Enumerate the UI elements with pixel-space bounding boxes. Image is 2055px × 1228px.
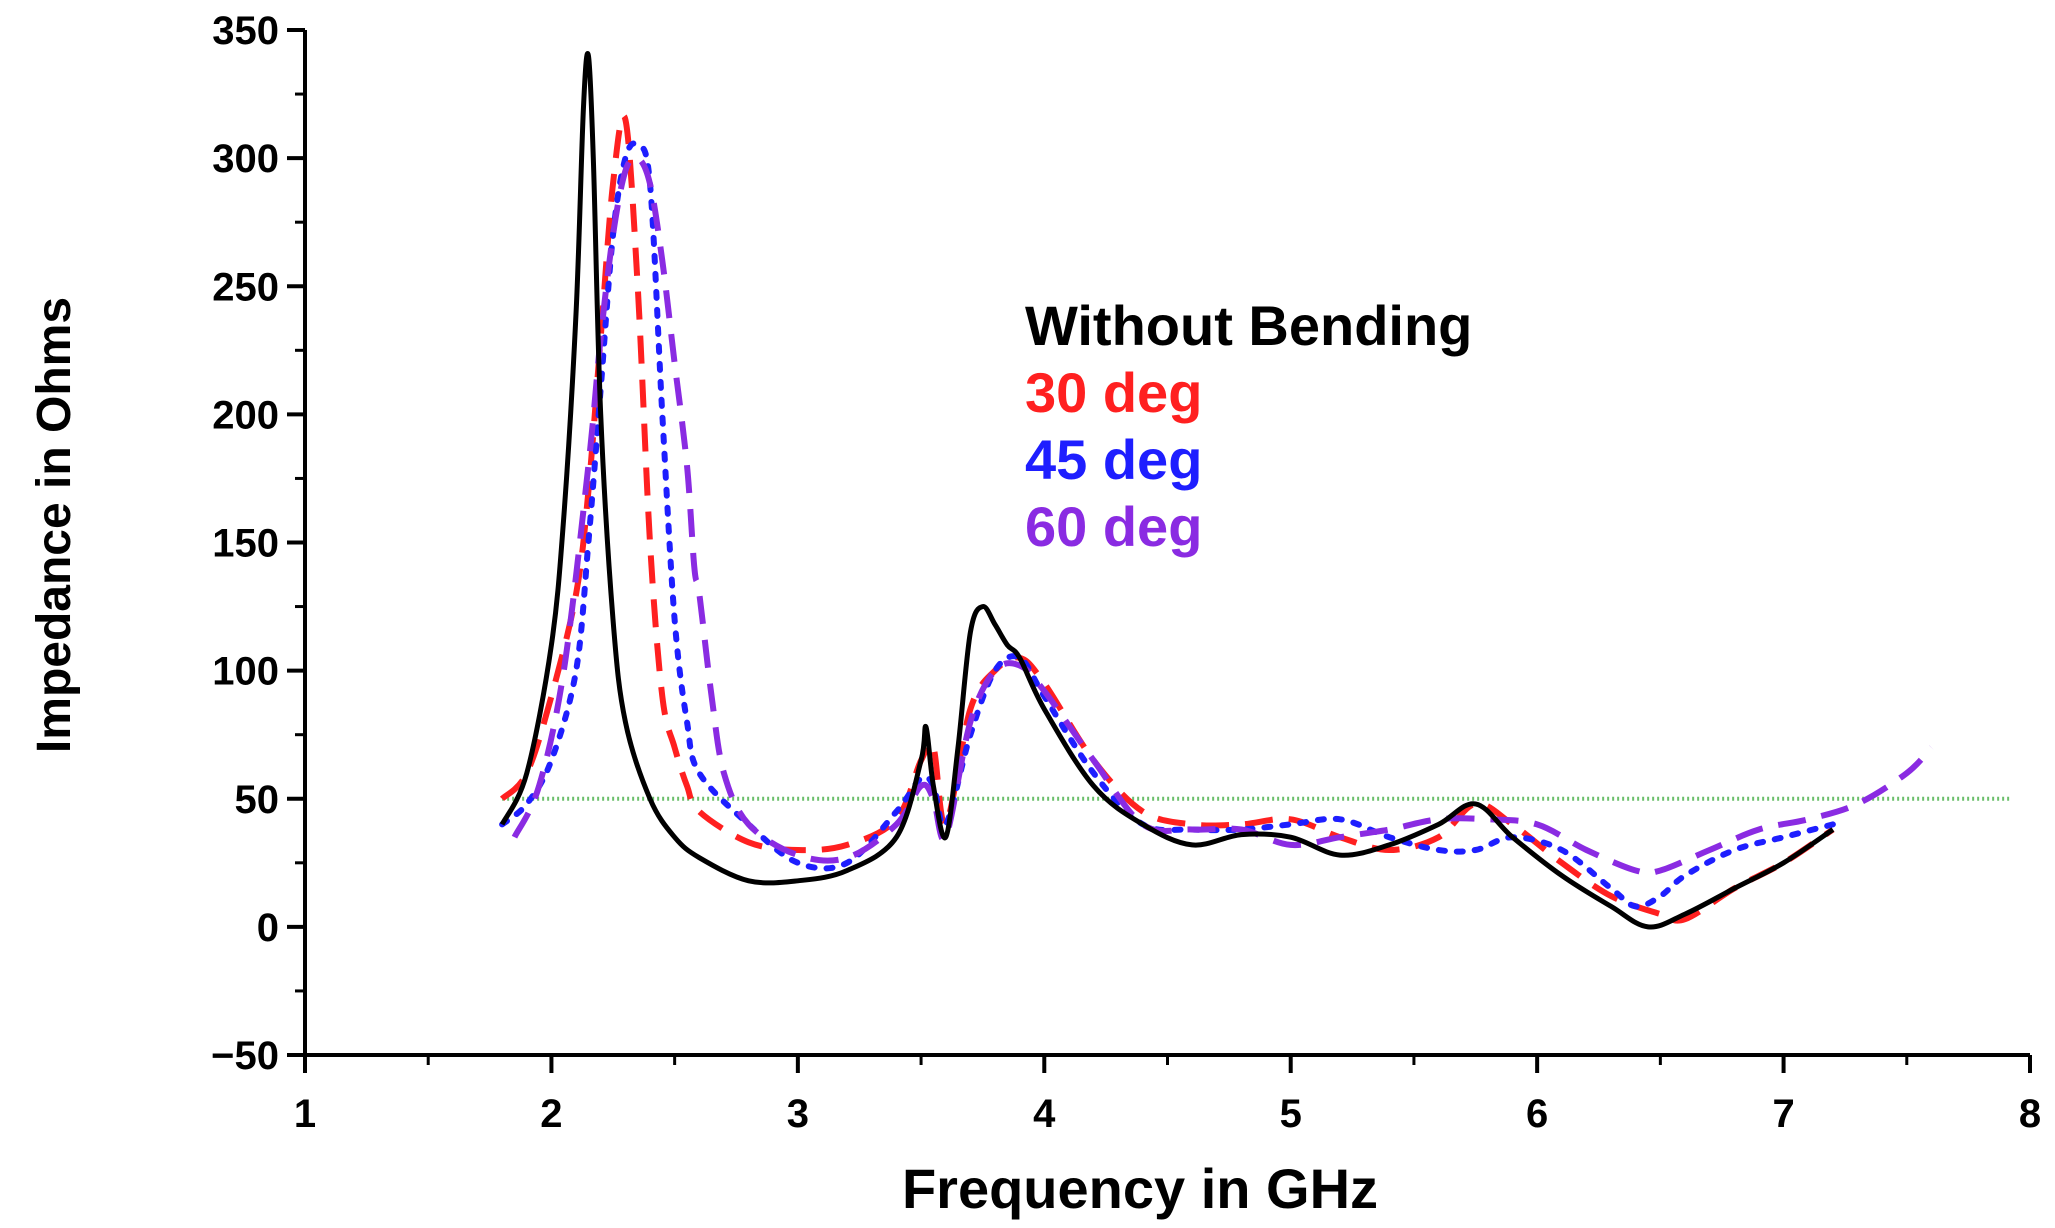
series-line-60-deg	[511, 154, 1934, 877]
legend-entry-60-deg: 60 deg	[1025, 495, 1202, 558]
y-tick-label-250: 250	[212, 265, 279, 309]
legend-entry-30-deg: 30 deg	[1025, 361, 1202, 424]
x-tick-label-8: 8	[2019, 1092, 2041, 1136]
y-tick-label-50: 50	[235, 778, 280, 822]
legend: Without Bending 30 deg 45 deg 60 deg	[1025, 294, 1472, 558]
series-line-45-deg	[499, 140, 1836, 910]
x-tick-label-7: 7	[1772, 1092, 1794, 1136]
y-tick-label-200: 200	[212, 393, 279, 437]
y-tick-label--50: −50	[211, 1034, 279, 1078]
x-tick-label-2: 2	[540, 1092, 562, 1136]
legend-entry-45-deg: 45 deg	[1025, 428, 1202, 491]
x-tick-label-1: 1	[294, 1092, 316, 1136]
y-tick-label-350: 350	[212, 9, 279, 53]
x-tick-label-4: 4	[1033, 1092, 1056, 1136]
legend-entry-without-bending: Without Bending	[1025, 294, 1472, 357]
y-tick-label-100: 100	[212, 650, 279, 694]
axes: 1 2 3 4 5 6 7 8 −50 0 50 100 150 200 250 300 350	[211, 9, 2041, 1136]
x-tick-label-6: 6	[1526, 1092, 1548, 1136]
y-axis-title: Impedance in Ohms	[28, 297, 81, 753]
y-tick-label-300: 300	[212, 137, 279, 181]
series-line-without-bending	[499, 51, 1835, 930]
series-layer	[499, 51, 1934, 930]
x-tick-label-5: 5	[1280, 1092, 1302, 1136]
y-tick-label-150: 150	[212, 522, 279, 566]
x-tick-label-3: 3	[787, 1092, 809, 1136]
series-line-30-deg	[499, 113, 1835, 924]
y-tick-label-0: 0	[257, 906, 279, 950]
x-axis-title: Frequency in GHz	[902, 1157, 1378, 1220]
